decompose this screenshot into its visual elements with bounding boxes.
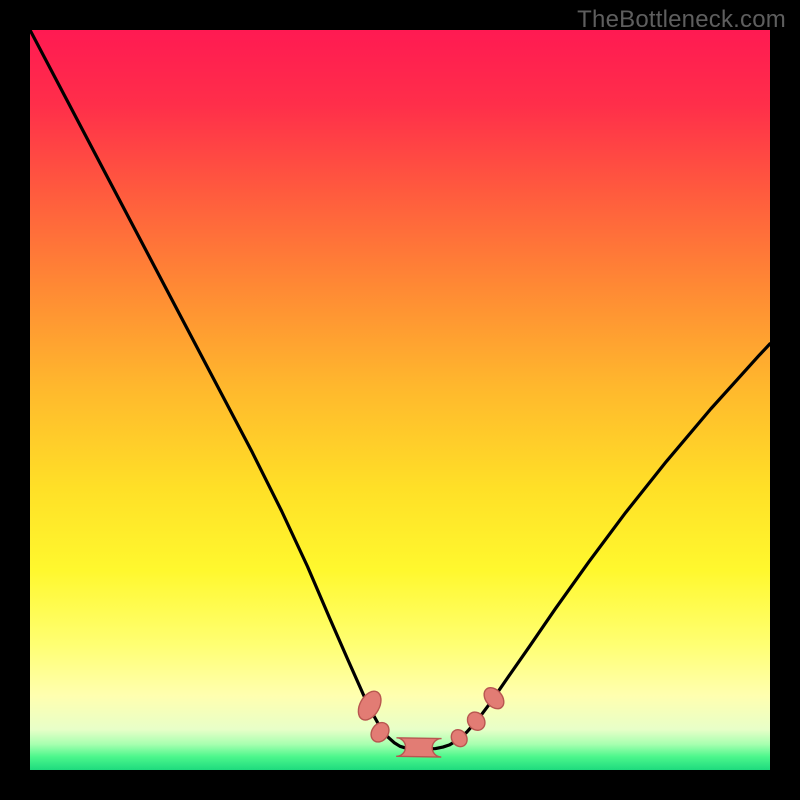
plot-svg bbox=[30, 30, 770, 770]
chart-frame: TheBottleneck.com bbox=[0, 0, 800, 800]
gradient-background bbox=[30, 30, 770, 770]
watermark-text: TheBottleneck.com bbox=[577, 6, 786, 34]
plot-area bbox=[30, 30, 770, 770]
